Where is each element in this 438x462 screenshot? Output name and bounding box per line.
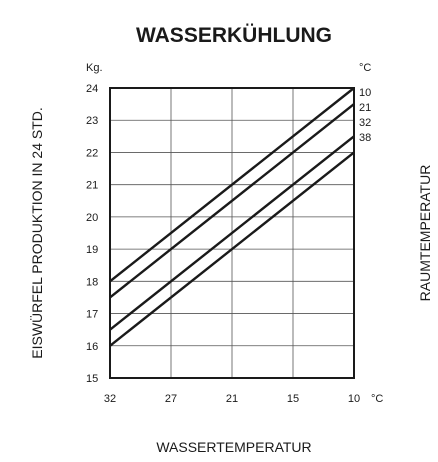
y-tick-label: 15 <box>86 373 98 385</box>
y-tick-label: 22 <box>86 147 98 159</box>
y-tick-label: 21 <box>86 180 98 192</box>
y-tick-label: 18 <box>86 276 98 288</box>
y-tick-label: 19 <box>86 244 98 256</box>
series-lines <box>109 87 355 347</box>
y2-axis-label: RAUMTEMPERATUR <box>417 165 433 302</box>
series-label-38: 38 <box>359 132 371 144</box>
x-tick-label: 27 <box>165 393 177 405</box>
y-tick-label: 20 <box>86 212 98 224</box>
y-tick-label: 16 <box>86 341 98 353</box>
x-tick-label: 21 <box>226 393 238 405</box>
y-tick-label: 24 <box>86 83 98 95</box>
y-unit-label: Kg. <box>86 62 103 74</box>
y-tick-label: 23 <box>86 115 98 127</box>
series-labels: 10 21 32 38 <box>359 87 371 144</box>
x-tick-labels: 32 27 21 15 10 <box>104 393 360 405</box>
x-tick-label: 10 <box>348 393 360 405</box>
plot-frame <box>109 87 355 379</box>
y-tick-labels: 15 16 17 18 19 20 21 22 23 24 <box>86 83 98 385</box>
x-tick-unit-label: °C <box>371 393 383 405</box>
chart-title: WASSERKÜHLUNG <box>136 24 332 47</box>
series-line-32 <box>109 135 355 331</box>
series-line-21 <box>109 103 355 299</box>
series-line-10 <box>109 87 355 283</box>
x-axis-label: WASSERTEMPERATUR <box>156 439 311 455</box>
x-tick-label: 15 <box>287 393 299 405</box>
series-line-38 <box>109 151 355 347</box>
y-tick-label: 17 <box>86 309 98 321</box>
series-label-10: 10 <box>359 87 371 99</box>
series-label-32: 32 <box>359 117 371 129</box>
x-tick-label: 32 <box>104 393 116 405</box>
series-unit-label: °C <box>359 62 371 74</box>
y-axis-label: EISWÜRFEL PRODUKTION IN 24 STD. <box>28 107 45 359</box>
series-label-21: 21 <box>359 102 371 114</box>
